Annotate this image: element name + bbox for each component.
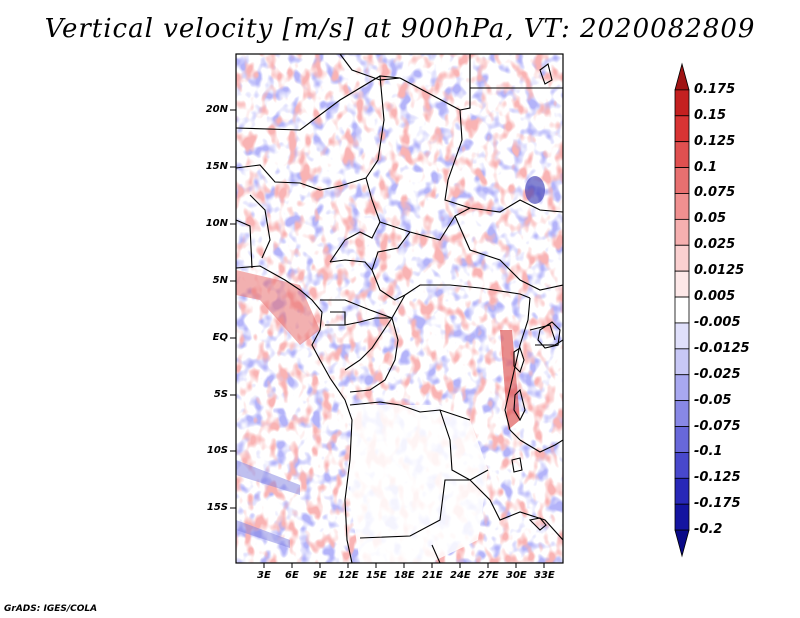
lat-label-15n: 15N bbox=[205, 161, 228, 172]
colorbar-label: 0.075 bbox=[694, 185, 736, 201]
colorbar-swatch bbox=[674, 477, 690, 505]
colorbar-swatch bbox=[674, 452, 690, 479]
lon-label-30e: 30E bbox=[506, 570, 527, 581]
colorbar-label: 0.125 bbox=[694, 133, 736, 149]
lat-label-20n: 20N bbox=[205, 104, 228, 115]
colorbar-swatch bbox=[674, 503, 690, 531]
lat-label-5n: 5N bbox=[212, 275, 228, 286]
lon-label-27e: 27E bbox=[478, 570, 499, 581]
colorbar-swatch bbox=[674, 89, 690, 117]
colorbar-label: 0.175 bbox=[694, 81, 736, 97]
colorbar-label: -0.125 bbox=[694, 470, 741, 486]
colorbar-swatch bbox=[674, 115, 690, 143]
colorbar-swatch bbox=[674, 322, 690, 350]
colorbar-swatch bbox=[674, 62, 690, 91]
colorbar-label: -0.0125 bbox=[694, 340, 750, 356]
axis-ticks bbox=[230, 109, 545, 568]
colorbar-swatch bbox=[674, 348, 690, 376]
lon-label-18e: 18E bbox=[394, 570, 415, 581]
colorbar-swatch bbox=[674, 193, 690, 220]
colorbar-label: -0.025 bbox=[694, 366, 741, 382]
grads-credit: GrADS: IGES/COLA bbox=[4, 604, 98, 614]
colorbar-label: -0.075 bbox=[694, 418, 741, 434]
page-title: Vertical velocity [m/s] at 900hPa, VT: 2… bbox=[44, 14, 756, 44]
lat-label-eq: EQ bbox=[212, 332, 228, 343]
lon-label-9e: 9E bbox=[313, 570, 327, 581]
colorbar-label: -0.1 bbox=[694, 444, 723, 460]
lon-label-21e: 21E bbox=[422, 570, 443, 581]
colorbar-swatch bbox=[674, 270, 690, 298]
lon-label-15e: 15E bbox=[366, 570, 387, 581]
colorbar-swatch bbox=[674, 529, 690, 558]
colorbar-label: 0.025 bbox=[694, 237, 736, 253]
colorbar-swatch bbox=[674, 374, 690, 402]
colorbar-swatch bbox=[674, 167, 690, 194]
colorbar-label: 0.1 bbox=[694, 159, 718, 175]
lon-label-33e: 33E bbox=[534, 570, 555, 581]
lon-label-24e: 24E bbox=[450, 570, 471, 581]
colorbar-label: -0.05 bbox=[694, 392, 732, 408]
colorbar-swatch bbox=[674, 400, 690, 427]
lon-label-3e: 3E bbox=[257, 570, 271, 581]
lat-label-5s: 5S bbox=[213, 389, 228, 400]
country-borders bbox=[236, 54, 563, 563]
colorbar-label: 0.15 bbox=[694, 107, 727, 123]
colorbar-label: -0.005 bbox=[694, 314, 741, 330]
lat-label-10n: 10N bbox=[205, 218, 228, 229]
lat-label-15s: 15S bbox=[206, 502, 228, 513]
colorbar-swatch bbox=[674, 426, 690, 453]
colorbar-label: 0.005 bbox=[694, 289, 736, 305]
lat-label-10s: 10S bbox=[206, 445, 228, 456]
colorbar-swatch bbox=[674, 141, 690, 168]
lon-label-12e: 12E bbox=[338, 570, 359, 581]
colorbar-swatch bbox=[674, 244, 690, 272]
colorbar-swatch bbox=[674, 296, 690, 324]
colorbar-swatch bbox=[674, 218, 690, 246]
vertical-velocity-field bbox=[236, 54, 563, 563]
colorbar-label: -0.175 bbox=[694, 496, 741, 512]
colorbar-label: 0.0125 bbox=[694, 263, 745, 279]
lon-label-6e: 6E bbox=[285, 570, 299, 581]
colorbar-label: 0.05 bbox=[694, 211, 727, 227]
colorbar-label: -0.2 bbox=[694, 522, 723, 538]
